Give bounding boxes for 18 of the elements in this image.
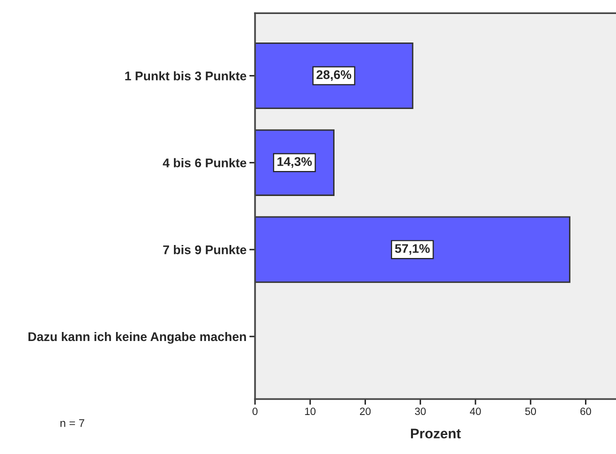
y-tick-label: 7 bis 9 Punkte <box>163 245 246 254</box>
y-tick-label: 4 bis 6 Punkte <box>162 158 246 168</box>
x-tick-label: 60 <box>580 408 592 416</box>
data-label: 28,6% <box>316 70 352 81</box>
x-tick-label: 30 <box>414 408 426 416</box>
data-label: 57,1% <box>395 244 430 255</box>
bar <box>255 42 414 110</box>
x-tick-label: 0 <box>252 408 258 416</box>
x-tick-label: 10 <box>305 408 316 416</box>
x-tick-label: 20 <box>360 408 371 416</box>
data-label: 14,3% <box>277 157 312 168</box>
x-tick-label: 40 <box>470 408 481 416</box>
bar <box>255 216 570 283</box>
x-axis-title: Prozent <box>410 428 461 438</box>
text: n = 7 <box>60 419 84 427</box>
y-tick-label: 1 Punkt bis 3 Punkte <box>125 71 246 80</box>
x-tick-label: 50 <box>525 408 536 416</box>
y-tick-label: Dazu kann ich keine Angabe machen <box>28 332 246 344</box>
